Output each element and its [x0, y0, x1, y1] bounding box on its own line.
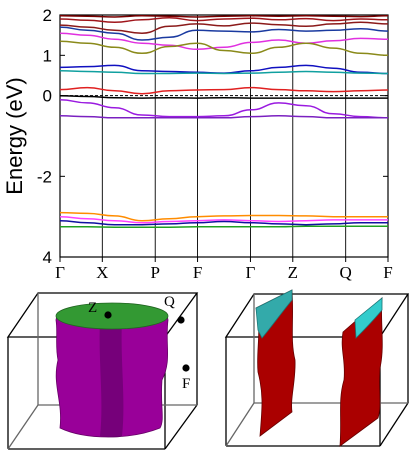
fermi-sheet-shade	[99, 320, 124, 438]
band-line	[59, 215, 388, 224]
q-point-label: Q	[164, 294, 175, 310]
band-line	[59, 219, 388, 226]
y-axis-tick-labels: 4 -2 0 1 2	[37, 6, 52, 267]
y-tick-label: 1	[43, 46, 52, 65]
y-tick-label: 0	[43, 87, 52, 106]
band-line	[59, 32, 389, 51]
x-tick-label: P	[150, 263, 159, 282]
x-tick-label: Γ	[246, 263, 256, 282]
band-line	[59, 26, 389, 41]
f-point-marker	[182, 364, 190, 372]
band-line	[59, 115, 388, 119]
y-tick-label: 2	[43, 6, 52, 25]
band-line	[59, 17, 389, 24]
band-line	[59, 40, 389, 57]
x-tick-label: Γ	[55, 263, 65, 282]
band-line	[59, 94, 388, 99]
band-line	[59, 21, 389, 34]
y-tick-label: 4	[43, 248, 52, 267]
x-tick-label: X	[96, 263, 108, 282]
fermi-surface-left: Z Q F	[6, 292, 199, 450]
y-axis-label: Energy (eV)	[2, 77, 27, 194]
band-lines	[59, 15, 389, 228]
band-line	[59, 98, 389, 119]
band-line	[59, 69, 389, 75]
x-tick-label: Z	[288, 263, 298, 282]
fermi-sheet-b-right	[354, 297, 383, 339]
band-structure-plot: 4 -2 0 1 2 Γ X P F Γ Z Q F Energy (eV)	[2, 6, 393, 282]
fermi-sheet-a-right	[339, 297, 383, 447]
x-tick-label: F	[193, 263, 202, 282]
z-point-label: Z	[88, 300, 97, 316]
band-line	[59, 15, 389, 18]
z-point-marker	[104, 311, 112, 319]
fermi-surface-right	[224, 289, 409, 447]
fermi-sheet-b-left	[255, 289, 293, 339]
plot-frame	[59, 14, 389, 258]
band-line	[59, 211, 388, 222]
band-line	[60, 225, 388, 228]
f-point-label: F	[182, 376, 190, 392]
y-tick-label: -2	[37, 167, 52, 186]
q-point-marker	[177, 316, 185, 324]
band-line	[59, 86, 389, 95]
fermi-sheet-top	[55, 302, 169, 330]
x-tick-label: Q	[340, 263, 352, 282]
x-tick-label: F	[383, 263, 392, 282]
